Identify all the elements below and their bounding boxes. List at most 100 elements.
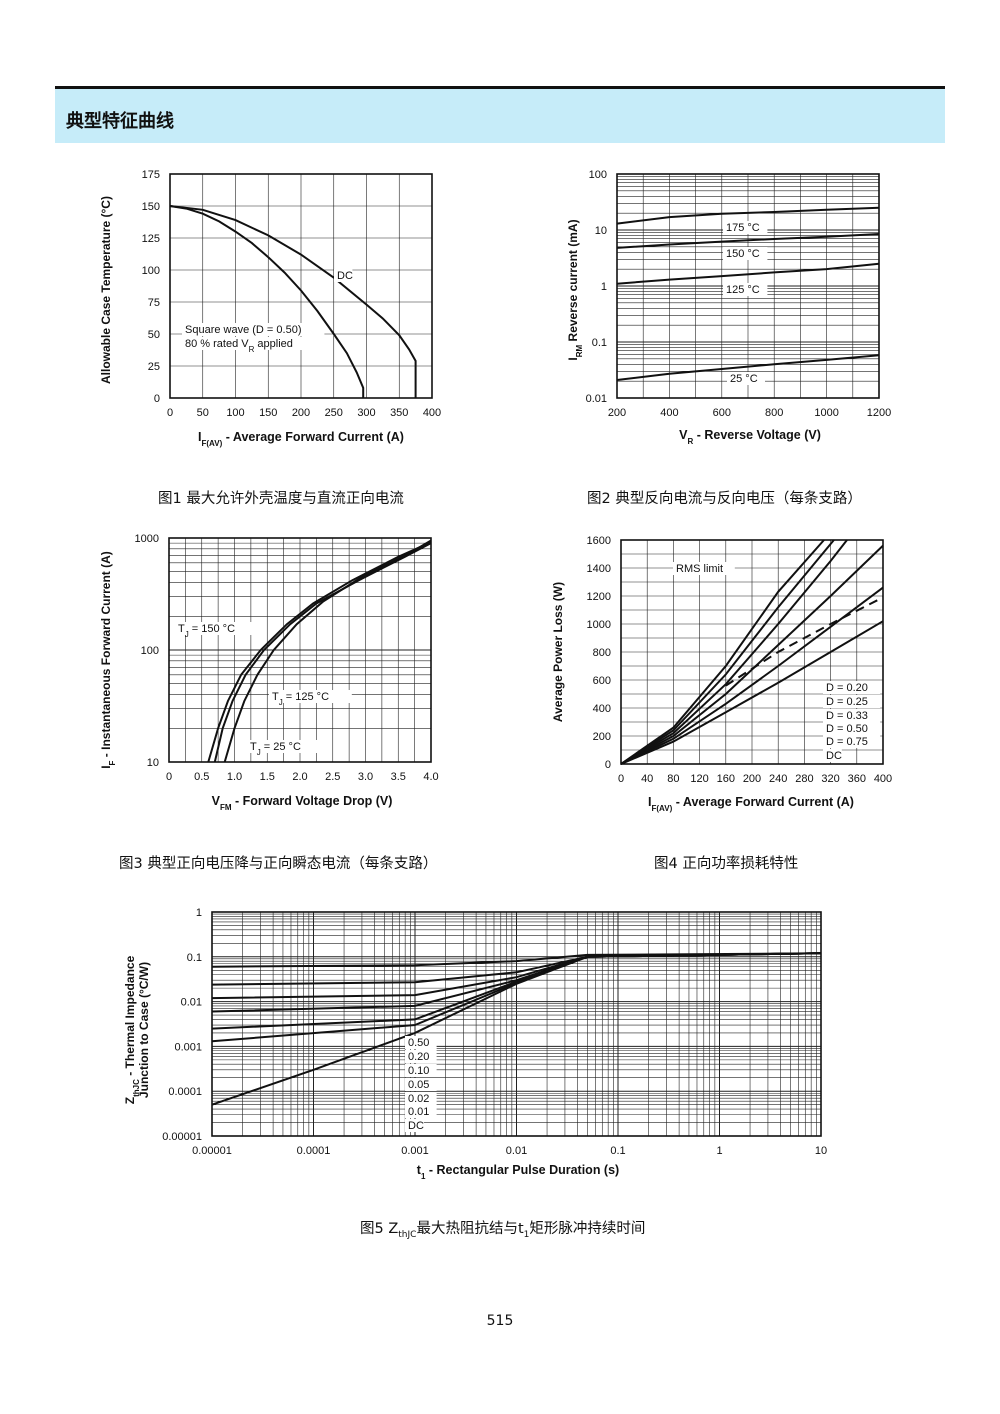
- fig4-ytick-label: 1000: [587, 619, 611, 631]
- fig4-xtick-label: 80: [667, 773, 679, 785]
- fig5-ytick-label: 0.1: [187, 952, 202, 964]
- fig3-series-label: TJ = 150 °C: [178, 623, 235, 639]
- chart-fig4: 0 200 400 600 800 1000 1200 1400 1600 0 40 80 120 160…: [551, 535, 892, 813]
- fig4-frame: [620, 539, 884, 765]
- chart-fig5: 0.00001 0.0001 0.001 0.01 0.1 1 0.00001 0.0001 0…: [123, 907, 827, 1181]
- fig2-ytick-label: 0.1: [592, 337, 607, 349]
- chart-fig1: 0 25 50 75 100 125 150 175 0 50 100 150 200 250 300 350…: [99, 169, 441, 448]
- fig4-ytick-label: 1200: [587, 591, 611, 603]
- fig5-series-label: 0.02: [408, 1093, 429, 1105]
- fig5-series-label-bg: [405, 1105, 437, 1118]
- fig3-xtick-label: 3.0: [358, 771, 373, 783]
- fig2-xtick-label: 400: [660, 407, 678, 419]
- fig5-series-label-bg: [405, 1078, 437, 1091]
- fig1-ylabel: Allowable Case Temperature (°C): [99, 196, 113, 384]
- fig1-xtick-label: 50: [197, 407, 209, 419]
- fig1-ytick-label: 150: [142, 201, 160, 213]
- fig2-series-label: 150 °C: [726, 248, 760, 260]
- fig3-xtick-label: 1.0: [227, 771, 242, 783]
- fig4-series-line: [620, 539, 835, 765]
- fig4-series-label: DC: [826, 750, 842, 762]
- fig5-xtick-label: 10: [815, 1145, 827, 1157]
- fig5-xlabel: t1 - Rectangular Pulse Duration (s): [417, 1163, 619, 1181]
- fig1-series-line: [169, 205, 365, 398]
- fig5-caption-sub: thJC: [398, 1229, 417, 1240]
- fig4-ytick-label: 1400: [587, 563, 611, 575]
- fig1-frame: [169, 173, 433, 399]
- fig4-xtick-label: 40: [641, 773, 653, 785]
- fig4-series-label-bg: [823, 695, 881, 708]
- fig4-ylabel: Average Power Loss (W): [551, 582, 565, 722]
- fig3-series-label-bg: [175, 622, 258, 635]
- fig4-xtick-label: 160: [717, 773, 735, 785]
- fig4-series-label-bg: [823, 749, 842, 762]
- fig5-xtick-label: 1: [716, 1145, 722, 1157]
- fig1-xtick-label: 0: [167, 407, 173, 419]
- fig3-xtick-label: 4.0: [423, 771, 438, 783]
- fig4-ytick-label: 800: [593, 647, 611, 659]
- fig1-annotation-bg: [334, 269, 353, 282]
- fig4-series-line: [725, 596, 884, 687]
- fig3-ylabel-group: IF - Instantaneous Forward Current (A): [99, 551, 117, 769]
- fig3-ylabel: IF - Instantaneous Forward Current (A): [99, 551, 117, 769]
- fig1-xtick-label: 200: [292, 407, 310, 419]
- fig1-ytick-label: 75: [148, 297, 160, 309]
- fig4-xtick-label: 360: [848, 773, 866, 785]
- fig1-annotation-bg: [182, 323, 325, 336]
- fig3-xlabel: VFM - Forward Voltage Drop (V): [212, 794, 393, 812]
- fig3-series-label-bg: [247, 740, 324, 753]
- fig3-xtick-label: 1.5: [260, 771, 275, 783]
- fig1-annotation: Square wave (D = 0.50): [185, 324, 301, 336]
- fig1-xtick-label: 350: [390, 407, 408, 419]
- fig4-caption: 图4 正向功率损耗特性: [654, 856, 799, 872]
- fig4-xtick-label: 320: [821, 773, 839, 785]
- fig3-xtick-label: 0: [166, 771, 172, 783]
- fig1-caption: 图1 最大允许外壳温度与直流正向电流: [158, 491, 404, 507]
- fig2-series-line: [616, 206, 880, 225]
- fig1-series-line: [169, 205, 417, 398]
- fig5-xtick-label: 0.00001: [192, 1145, 232, 1157]
- fig1-ytick-label: 125: [142, 233, 160, 245]
- page-number: 515: [486, 1313, 514, 1329]
- fig5-series-label-bg: [405, 1119, 424, 1132]
- fig3-xtick-label: 0.5: [194, 771, 209, 783]
- fig4-xtick-label: 280: [795, 773, 813, 785]
- fig4-series-label-bg: [823, 722, 881, 735]
- fig4-annotation-bg: [673, 562, 735, 575]
- fig1-annotation-bg: [182, 337, 325, 350]
- fig1-xtick-label: 250: [325, 407, 343, 419]
- fig5-xtick-label: 0.1: [610, 1145, 625, 1157]
- fig2-ytick-label: 10: [595, 225, 607, 237]
- fig2-series-line: [616, 262, 880, 285]
- fig2-caption: 图2 典型反向电流与反向电压（每条支路）: [587, 491, 862, 507]
- fig5-caption-mid: 最大热阻抗结与t: [416, 1221, 524, 1237]
- fig4-xlabel: IF(AV) - Average Forward Current (A): [648, 795, 854, 813]
- fig5-ytick-label: 0.001: [174, 1041, 202, 1053]
- fig3-xtick-label: 3.5: [391, 771, 406, 783]
- fig5-series-label-bg: [405, 1036, 437, 1049]
- fig2-series-label: 175 °C: [726, 222, 760, 234]
- fig4-series-line: [620, 539, 848, 765]
- fig2-ytick-label: 1: [601, 281, 607, 293]
- fig5-xtick-label: 0.01: [506, 1145, 527, 1157]
- fig2-series-label-bg: [723, 221, 768, 234]
- fig1-xtick-label: 150: [259, 407, 277, 419]
- fig5-xtick-label: 0.0001: [297, 1145, 331, 1157]
- fig4-series-line: [620, 586, 884, 765]
- fig1-ytick-label: 0: [154, 393, 160, 405]
- fig1-xtick-label: 300: [357, 407, 375, 419]
- fig5-series-label-bg: [405, 1064, 437, 1077]
- fig5-series-label: 0.05: [408, 1079, 429, 1091]
- fig2-xtick-label: 600: [713, 407, 731, 419]
- fig5-caption-suffix: 矩形脉冲持续时间: [529, 1221, 646, 1237]
- fig1-ytick-label: 25: [148, 361, 160, 373]
- fig4-annotation: RMS limit: [676, 563, 723, 575]
- fig4-xtick-label: 200: [743, 773, 761, 785]
- section-title: 典型特征曲线: [66, 111, 174, 132]
- fig3-series-line: [223, 539, 432, 763]
- fig4-series-label: D = 0.50: [826, 723, 868, 735]
- fig5-xtick-label: 0.001: [401, 1145, 429, 1157]
- fig5-ytick-label: 0.0001: [168, 1086, 202, 1098]
- fig4-series-label: D = 0.33: [826, 710, 868, 722]
